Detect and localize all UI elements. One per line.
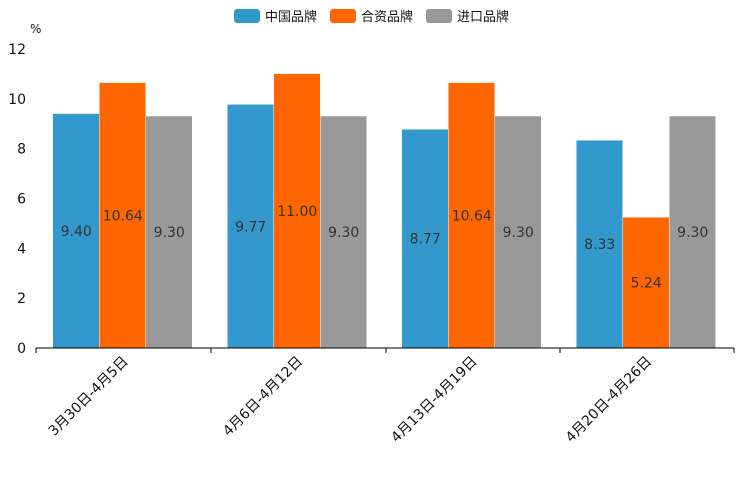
bar-value-label: 5.24 [631, 276, 662, 292]
bar[interactable] [402, 129, 448, 348]
legend-item[interactable]: 进口品牌 [426, 9, 509, 25]
x-category-label: 3月30日-4月5日 [46, 354, 132, 440]
bar-value-label: 9.30 [503, 225, 534, 241]
legend-swatch [426, 9, 452, 23]
y-tick-label: 10 [8, 92, 26, 108]
x-category-label: 4月6日-4月12日 [220, 354, 306, 440]
bar-value-label: 11.00 [277, 204, 317, 220]
bar-value-label: 8.77 [410, 232, 441, 248]
y-tick-label: 4 [17, 241, 26, 257]
bar-value-label: 9.30 [677, 225, 708, 241]
bar-value-label: 9.30 [154, 225, 185, 241]
bars [53, 73, 716, 349]
bar[interactable] [53, 113, 99, 349]
y-tick-label: 8 [17, 142, 26, 158]
bar[interactable] [274, 73, 320, 349]
x-axis: 3月30日-4月5日 4月6日-4月12日 4月13日-4月19日 4月20日-4月2… [35, 347, 735, 446]
bar-value-label: 10.64 [452, 208, 492, 224]
bar[interactable] [146, 116, 192, 349]
bar-value-label: 8.33 [584, 237, 615, 253]
bar-value-label: 9.40 [61, 224, 92, 240]
bar-value-label: 9.30 [328, 225, 359, 241]
bar-value-label: 10.64 [103, 208, 143, 224]
legend[interactable]: 中国品牌 合资品牌 进口品牌 [234, 9, 509, 25]
legend-item[interactable]: 合资品牌 [330, 9, 413, 25]
bar[interactable] [448, 82, 495, 349]
y-tick-label: 2 [17, 291, 26, 307]
y-tick-label: 12 [8, 42, 26, 58]
y-axis-unit-label: % [30, 22, 41, 36]
y-tick-label: 0 [17, 341, 26, 357]
legend-swatch [234, 9, 260, 23]
bar[interactable] [623, 217, 669, 348]
y-tick-label: 6 [17, 192, 26, 208]
bar[interactable] [495, 116, 541, 349]
legend-label: 合资品牌 [361, 9, 413, 25]
legend-label: 进口品牌 [457, 9, 509, 25]
legend-item[interactable]: 中国品牌 [234, 9, 317, 25]
legend-label: 中国品牌 [265, 9, 317, 25]
x-category-label: 4月20日-4月26日 [563, 354, 655, 446]
bar[interactable] [227, 104, 274, 348]
legend-swatch [330, 9, 356, 23]
bar-value-labels: 9.40 10.64 9.30 9.77 11.00 9.30 8.77 10.64 9.30 8… [61, 204, 709, 292]
bar[interactable] [576, 140, 623, 348]
bar[interactable] [99, 82, 146, 349]
bar[interactable] [320, 116, 367, 349]
y-axis: 0 2 4 6 8 10 12 [8, 42, 26, 357]
bar[interactable] [669, 116, 716, 349]
x-category-label: 4月13日-4月19日 [388, 354, 480, 446]
bar-value-label: 9.77 [235, 219, 266, 235]
